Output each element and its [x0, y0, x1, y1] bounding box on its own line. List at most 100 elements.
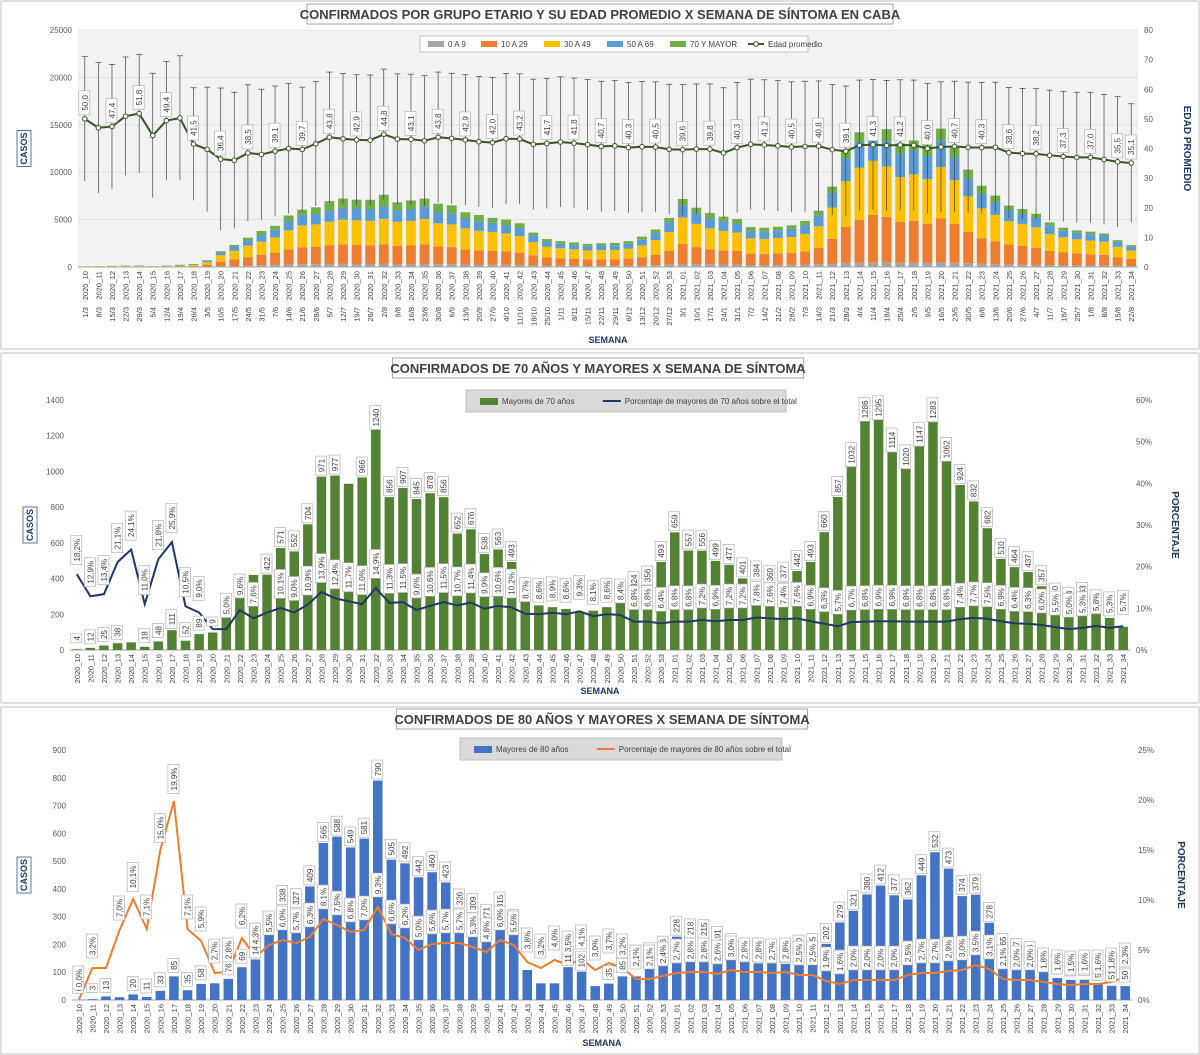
y-axis-title: CASOS	[19, 859, 29, 891]
bar-10-a-29	[705, 249, 715, 265]
percent-label-box: 25,9%	[165, 503, 178, 533]
x-tick-label: 2020_35	[413, 654, 422, 683]
bar-value-label-box: 460	[425, 851, 438, 872]
bar	[371, 428, 381, 650]
bar	[739, 960, 750, 1000]
x-tick-label: 2021_12	[822, 1004, 831, 1033]
bar-value-label: 58	[197, 968, 206, 977]
edad-promedio-point	[136, 110, 142, 117]
edad-promedio-label-box: 40,3	[730, 119, 743, 144]
x-tick-label: 2021_22	[964, 271, 973, 300]
bar-value-label: 35	[605, 968, 614, 977]
percent-label: 10,2%	[508, 572, 517, 595]
x-tick-label: 2020_22	[238, 1004, 247, 1033]
bar-70-y-mayor	[270, 225, 280, 230]
percent-label: 7,2%	[725, 587, 734, 605]
edad-promedio-point	[272, 148, 278, 154]
y-tick-label: 800	[51, 503, 65, 512]
bar-10-a-29	[990, 241, 1001, 265]
bar	[427, 872, 437, 1000]
bar-50-a-69	[664, 222, 675, 233]
percent-label: 8,9%	[548, 580, 557, 598]
bar-30-a-49	[976, 208, 987, 239]
bar-10-a-29	[1112, 257, 1123, 266]
bar-0-a-9	[365, 263, 376, 267]
edad-promedio-label: 43,8	[325, 113, 334, 129]
x-tick-label: 2021_30	[1073, 271, 1082, 300]
bar-30-a-49	[1058, 237, 1069, 253]
bar-30-a-49	[786, 236, 797, 254]
edad-promedio-label-box: 49,4	[160, 92, 172, 117]
bar-value-label: 324	[630, 574, 639, 588]
percent-label: 1,9%	[822, 950, 831, 968]
percent-label: 1,6%	[1094, 953, 1103, 971]
percent-label-box: 24,1%	[124, 510, 137, 541]
percent-label-box: 5,7%	[289, 908, 302, 934]
percent-label: 2,0%	[1026, 949, 1035, 967]
bar-value-label: 360	[766, 567, 775, 581]
bar	[753, 963, 764, 1000]
percent-label-box: 2,0%	[860, 945, 873, 971]
bar-value-label-box: 377	[777, 561, 789, 582]
bar-10-a-29	[324, 245, 335, 264]
percent-label-box: 6,4%	[1008, 587, 1020, 612]
percent-label: 7,6%	[766, 585, 775, 603]
bar-30-a-49	[596, 250, 607, 260]
x-date-label: 6/12	[624, 307, 633, 322]
y2-tick-label: 60	[1144, 85, 1153, 94]
edad-promedio-point	[367, 137, 373, 144]
legend-label: 30 A 49	[564, 40, 591, 49]
bar-value-label-box: 704	[301, 503, 314, 524]
x-tick-label: 2021_19	[915, 654, 924, 683]
edad-promedio-label: 38,6	[1005, 128, 1014, 144]
percent-label-box: 14,9%	[369, 549, 382, 579]
percent-label: 14,9%	[372, 553, 381, 576]
x-tick-label: 2021_02	[692, 271, 701, 300]
x-date-label: 8/3	[94, 307, 103, 317]
percent-label-box: 7,1%	[181, 894, 193, 920]
legend-swatch	[670, 41, 686, 47]
edad-promedio-point	[557, 139, 564, 145]
bar-30-a-49	[433, 223, 444, 247]
bar	[508, 930, 519, 1000]
bar	[737, 578, 748, 650]
bar-30-a-49	[1031, 227, 1041, 248]
bar-value-label-box: 790	[371, 759, 384, 780]
percent-label-box: 6,9%	[885, 584, 898, 610]
x-tick-label: 2020_27	[312, 271, 321, 300]
percent-label-box: 5,6%	[425, 909, 438, 935]
bar	[1120, 986, 1130, 1000]
bar-10-a-29	[936, 218, 946, 263]
x-date-label: 31/1	[733, 307, 742, 322]
bar-50-a-69	[297, 214, 308, 226]
edad-promedio-label-box: 37,0	[1084, 129, 1096, 154]
bar-50-a-69	[691, 212, 702, 224]
edad-promedio-label: 39,1	[271, 127, 280, 143]
x-tick-label: 2020_24	[271, 271, 280, 300]
bar-30-a-49	[582, 250, 593, 260]
bar-value-label: 460	[428, 854, 437, 868]
x-tick-label: 2021_05	[725, 654, 734, 683]
x-tick-label: 2020_36	[428, 1004, 437, 1033]
bar-value-label-box: 362	[901, 878, 914, 899]
percent-label-box: 6,8%	[641, 585, 653, 610]
bar-value-label-box: 69	[235, 948, 248, 964]
bar-value-label: 966	[358, 459, 367, 473]
bar-value-label: 449	[917, 857, 926, 871]
percent-label-box: 7,4%	[953, 582, 966, 608]
edad-promedio-label-box: 40,7	[948, 118, 960, 143]
bar-30-a-49	[664, 232, 675, 251]
bar	[887, 451, 897, 650]
bar-30-a-49	[242, 245, 253, 258]
percent-label: 3,5%	[972, 934, 981, 952]
edad-promedio-point	[747, 141, 754, 148]
x-date-label: 15/11	[584, 307, 593, 325]
x-date-label: 25/10	[543, 307, 552, 326]
percent-label: 8,6%	[603, 581, 612, 599]
bar	[943, 868, 954, 1000]
bar-50-a-69	[609, 245, 620, 250]
bar	[534, 605, 544, 650]
y2-tick-label: 0	[1144, 263, 1149, 272]
bar-value-label: 116	[564, 949, 573, 962]
bar-10-a-29	[378, 244, 389, 264]
